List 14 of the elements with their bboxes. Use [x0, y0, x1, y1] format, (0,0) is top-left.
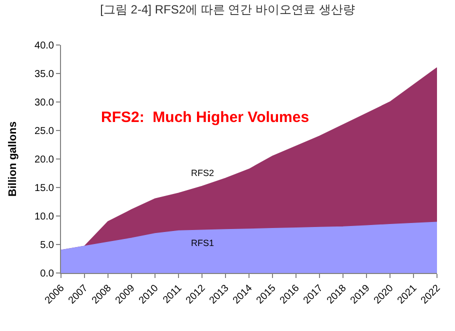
y-axis-title: Billion gallons [7, 121, 20, 197]
series-label: RFS2 [191, 168, 214, 178]
annotation: RFS2: Much Higher Volumes [101, 109, 310, 126]
y-tick-label: 20.0 [34, 154, 54, 166]
y-tick-label: 0.0 [40, 268, 54, 280]
y-tick-label: 15.0 [34, 183, 54, 194]
y-tick-label: 30.0 [34, 98, 54, 108]
y-tick-label: 5.0 [40, 240, 54, 251]
y-tick-label: 10.0 [34, 212, 54, 222]
y-tick-label: 40.0 [34, 40, 54, 52]
y-tick-label: 25.0 [34, 126, 54, 137]
chart-title: [그림 2-4] RFS2에 따른 연간 바이오연료 생산량 [100, 2, 355, 16]
y-tick-label: 35.0 [34, 69, 54, 80]
series-label: RFS1 [191, 238, 214, 248]
